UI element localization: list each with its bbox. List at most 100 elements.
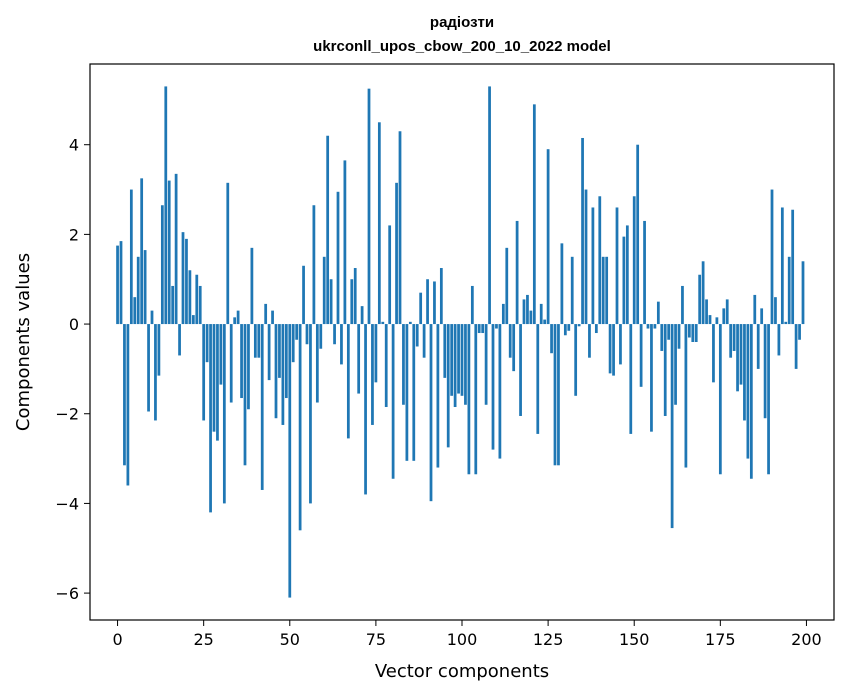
bar: [426, 279, 429, 325]
bar: [684, 324, 688, 468]
bar: [608, 324, 612, 374]
bar: [274, 324, 278, 419]
bar: [495, 324, 498, 329]
bar: [222, 324, 226, 504]
bar: [722, 308, 726, 325]
bar: [619, 324, 622, 365]
bar: [167, 180, 171, 325]
bar: [560, 243, 564, 325]
bar: [229, 324, 233, 403]
bar: [532, 104, 536, 325]
bar: [216, 324, 219, 441]
bar: [450, 324, 454, 396]
bar: [402, 324, 405, 405]
bar: [650, 324, 653, 432]
bar: [715, 317, 719, 325]
bar: [546, 149, 550, 325]
bar: [395, 182, 398, 325]
bar: [763, 324, 767, 419]
bar: [708, 315, 712, 325]
bar: [581, 137, 584, 325]
bar: [729, 324, 733, 358]
bar: [636, 144, 640, 325]
bar: [605, 256, 609, 325]
bar: [653, 324, 657, 329]
bar: [185, 238, 188, 325]
bar: [694, 324, 698, 342]
bar: [705, 299, 708, 325]
bar: [243, 324, 247, 466]
bar: [550, 324, 553, 354]
bar: [357, 324, 361, 394]
bar: [594, 324, 598, 334]
bar: [784, 321, 788, 325]
bar: [343, 160, 347, 325]
bar: [801, 261, 805, 325]
bar: [191, 315, 195, 325]
bar: [312, 205, 316, 325]
bar: [181, 232, 185, 325]
chart-title: радіозти: [430, 14, 494, 31]
bar: [291, 324, 295, 363]
bar: [388, 225, 392, 325]
bar: [553, 324, 557, 466]
bar: [670, 324, 674, 529]
bar: [646, 324, 650, 329]
bar: [278, 324, 281, 378]
bar: [374, 324, 378, 383]
bar: [767, 324, 770, 475]
bar: [329, 279, 333, 325]
x-axis-label: Vector components: [375, 661, 549, 682]
bar: [236, 310, 240, 325]
bar: [298, 324, 302, 531]
bar: [529, 310, 533, 325]
bar: [598, 196, 602, 325]
bar: [739, 324, 743, 385]
bar: [264, 303, 268, 325]
bar: [340, 324, 343, 365]
bar: [563, 324, 567, 336]
bar: [302, 265, 305, 325]
bar: [539, 303, 543, 325]
bar: [753, 294, 757, 325]
bar: [519, 324, 522, 416]
y-axis-label: Components values: [13, 253, 34, 431]
bar: [601, 256, 605, 325]
bar: [119, 241, 123, 325]
bar: [319, 324, 323, 349]
bar: [674, 324, 677, 405]
y-tick-label: −2: [55, 405, 79, 424]
bar: [681, 285, 684, 325]
bar: [460, 324, 464, 396]
bar: [481, 324, 485, 334]
bar: [405, 324, 409, 461]
bar: [577, 324, 581, 327]
bar: [315, 324, 319, 403]
bar: [629, 324, 633, 434]
bar: [257, 324, 261, 358]
bar: [174, 173, 178, 325]
x-tick-label: 25: [193, 630, 213, 649]
bar: [212, 324, 216, 432]
bar: [760, 308, 764, 325]
bar: [491, 324, 495, 450]
bar: [467, 324, 471, 475]
bar: [584, 189, 588, 325]
bar: [484, 324, 488, 405]
bar: [498, 324, 502, 459]
bar: [512, 324, 516, 372]
bar: [288, 324, 292, 598]
bar: [326, 135, 330, 325]
bar: [787, 256, 791, 325]
bar: [408, 321, 412, 325]
bar: [136, 256, 140, 325]
bar: [780, 207, 784, 325]
y-axis-ticks: −6 −4 −2 0 2 4: [55, 136, 90, 603]
bar: [157, 324, 161, 376]
bar: [322, 256, 326, 325]
bar: [436, 324, 440, 468]
bar: [195, 274, 199, 325]
bar: [305, 324, 309, 345]
bar: [488, 86, 491, 325]
